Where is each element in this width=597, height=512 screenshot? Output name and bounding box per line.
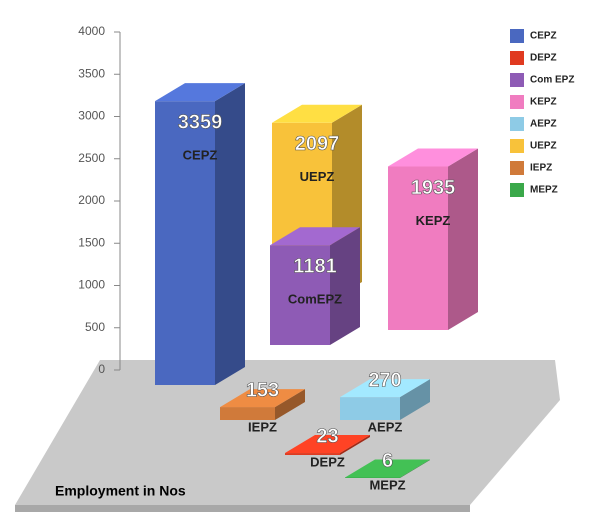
bar-label: MEPZ [369,477,405,492]
legend-label: Com EPZ [530,75,574,86]
bar-side [330,227,360,345]
y-tick-label: 2500 [78,151,105,165]
bar-label: IEPZ [248,419,277,434]
bar-label: CEPZ [183,148,218,163]
value-label: 23 [316,425,338,447]
x-axis-label: Employment in Nos [55,483,186,499]
chart: Employment in Nos 0 500 1000 1500 2000 2500 30… [0,0,597,512]
bar-label: KEPZ [416,213,451,228]
legend-swatch [510,183,524,197]
bar-label: UEPZ [300,169,335,184]
legend-swatch [510,51,524,65]
value-label: 2097 [295,133,340,155]
floor-edge [15,505,470,512]
legend-swatch [510,139,524,153]
legend-label: IEPZ [530,163,552,174]
bar [340,397,400,420]
y-tick-label: 0 [98,362,105,376]
y-tick-label: 4000 [78,24,105,38]
legend-label: MEPZ [530,185,558,196]
y-tick-label: 500 [85,320,105,334]
y-tick-label: 1500 [78,235,105,249]
bar [155,101,215,385]
value-label: 1181 [293,255,336,277]
legend-swatch [510,117,524,131]
legend-label: KEPZ [530,97,557,108]
bar-side [448,148,478,330]
y-tick-label: 2000 [78,193,105,207]
legend-label: CEPZ [530,31,557,42]
legend-label: DEPZ [530,53,557,64]
legend-swatch [510,29,524,43]
legend-label: UEPZ [530,141,557,152]
value-label: 3359 [178,111,223,133]
y-tick-label: 3000 [78,109,105,123]
bar [220,407,275,420]
legend-swatch [510,73,524,87]
bar-label: AEPZ [368,419,403,434]
y-tick-label: 1000 [78,278,105,292]
legend-label: AEPZ [530,119,557,130]
value-label: 153 [246,379,279,401]
bar-label: ComEPZ [288,292,342,307]
bar-label: DEPZ [310,454,345,469]
legend-swatch [510,95,524,109]
value-label: 6 [382,450,393,472]
value-label: 270 [368,369,401,391]
value-label: 1935 [411,177,456,199]
y-tick-label: 3500 [78,66,105,80]
legend-swatch [510,161,524,175]
